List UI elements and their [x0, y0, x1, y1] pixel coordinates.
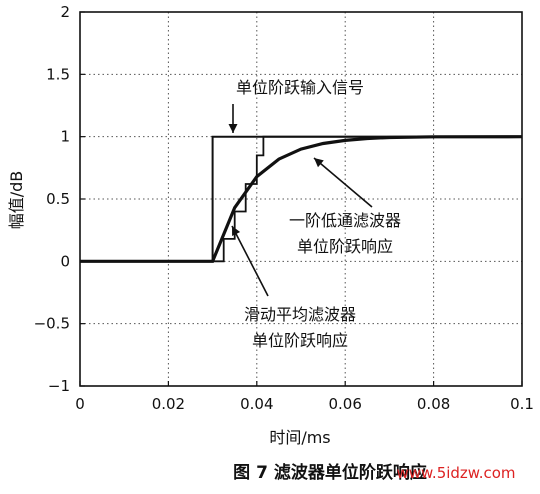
grid [80, 12, 522, 386]
y-tick-label: 0.5 [46, 190, 70, 208]
y-tick-label: 1.5 [46, 65, 70, 83]
y-axis-label: 幅值/dB [7, 171, 26, 230]
x-tick-label: 0 [75, 395, 85, 413]
x-axis-label: 时间/ms [269, 428, 330, 447]
annotations: 单位阶跃输入信号 一阶低通滤波器 单位阶跃响应 滑动平均滤波器 单位阶跃响应 [228, 78, 401, 350]
x-tick-label: 0.1 [510, 395, 534, 413]
x-tick-label: 0.04 [240, 395, 273, 413]
y-tick-label: 2 [60, 3, 70, 21]
arrow-lowpass [313, 157, 373, 208]
y-tick-label: 0 [60, 252, 70, 270]
tick-labels: 0 0.02 0.04 0.06 0.08 0.1 −1 −0.5 0 0.5 1 1.5 2 [34, 3, 534, 413]
annotation-moving-avg-line2: 单位阶跃响应 [252, 331, 348, 350]
annotation-moving-avg-line1: 滑动平均滤波器 [244, 305, 356, 324]
arrow-lowpass-head [314, 158, 324, 168]
series-moving-average [79, 135, 522, 263]
figure-caption: 图 7 滤波器单位阶跃响应 [233, 462, 427, 483]
arrow-moving-average-head [232, 226, 241, 237]
series-group [79, 135, 523, 263]
annotation-lowpass-line1: 一阶低通滤波器 [289, 211, 401, 230]
y-tick-label: −1 [48, 377, 70, 395]
y-tick-label: −0.5 [34, 315, 70, 333]
x-tick-label: 0.06 [328, 395, 361, 413]
arrow-input-step-head [228, 124, 238, 133]
y-tick-label: 1 [60, 128, 70, 146]
x-tick-label: 0.08 [417, 395, 450, 413]
watermark: www.5idzw.com [397, 464, 516, 482]
x-tick-label: 0.02 [152, 395, 185, 413]
annotation-arrows [228, 104, 373, 297]
arrow-moving-average [231, 225, 269, 297]
annotation-input-step: 单位阶跃输入信号 [236, 78, 364, 97]
annotation-lowpass-line2: 单位阶跃响应 [297, 237, 393, 256]
